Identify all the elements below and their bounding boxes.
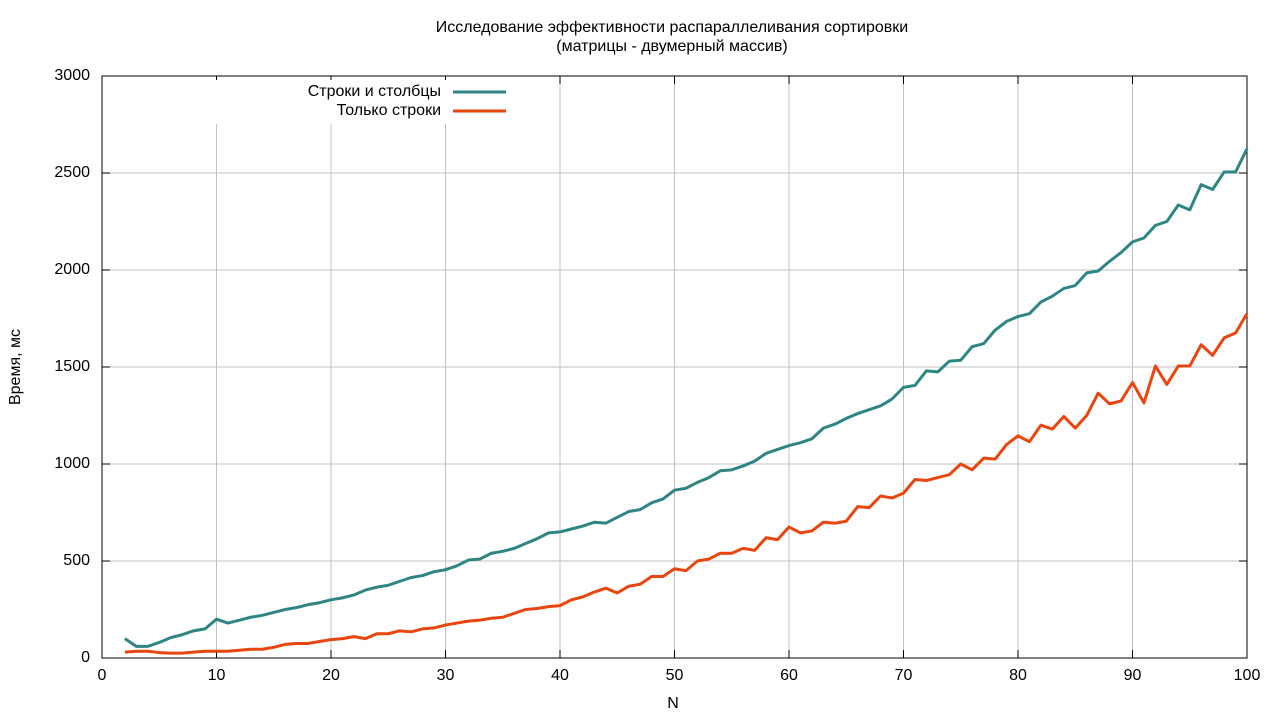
x-axis-label: N xyxy=(667,695,679,712)
y-tick-label: 1500 xyxy=(54,358,90,375)
data-line xyxy=(124,312,1249,655)
y-tick-label: 3000 xyxy=(54,67,90,84)
chart-title: Исследование эффективности распараллелив… xyxy=(436,19,908,36)
x-tick-label: 30 xyxy=(437,667,455,684)
legend-label: Строки и столбцы xyxy=(308,83,441,100)
chart-subtitle: (матрицы - двумерный массив) xyxy=(556,38,787,55)
x-tick-label: 40 xyxy=(551,667,569,684)
x-tick-label: 10 xyxy=(208,667,226,684)
y-axis-label: Время, мс xyxy=(7,329,24,405)
y-tick-label: 2500 xyxy=(54,164,90,181)
x-tick-label: 70 xyxy=(895,667,913,684)
legend-label: Только строки xyxy=(337,102,441,119)
data-line xyxy=(124,148,1249,648)
x-tick-label: 20 xyxy=(322,667,340,684)
y-tick-label: 2000 xyxy=(54,261,90,278)
legend-box xyxy=(112,80,511,124)
y-tick-label: 0 xyxy=(81,649,90,666)
x-tick-label: 60 xyxy=(780,667,798,684)
x-tick-label: 100 xyxy=(1234,667,1261,684)
x-tick-label: 0 xyxy=(98,667,107,684)
y-tick-label: 500 xyxy=(63,552,90,569)
x-tick-label: 90 xyxy=(1124,667,1142,684)
y-tick-label: 1000 xyxy=(54,455,90,472)
x-tick-label: 50 xyxy=(666,667,684,684)
plot-border xyxy=(101,75,1248,659)
x-tick-label: 80 xyxy=(1009,667,1027,684)
